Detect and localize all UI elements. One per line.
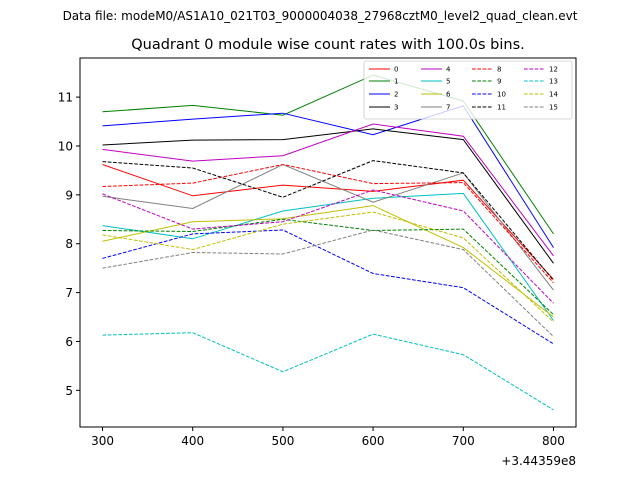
legend-label-14: 14 [549, 91, 558, 99]
legend-label-15: 15 [549, 104, 558, 112]
legend-label-3: 3 [394, 104, 398, 112]
x-tick-label: 800 [542, 434, 565, 448]
series-line-0 [102, 164, 554, 280]
legend-label-4: 4 [446, 66, 451, 74]
legend-box [363, 60, 573, 120]
legend-label-6: 6 [446, 91, 451, 99]
plot-series-group [102, 74, 554, 411]
series-line-13 [102, 332, 554, 411]
x-tick-label: 600 [362, 434, 385, 448]
legend-label-13: 13 [549, 78, 558, 86]
series-line-10 [102, 229, 554, 345]
legend-label-12: 12 [549, 66, 558, 74]
y-axis: 5 6 7 8 9 10 11 [58, 91, 80, 398]
y-tick-label: 5 [65, 384, 73, 398]
series-line-1 [102, 74, 554, 235]
y-tick-label: 10 [58, 139, 73, 153]
series-line-11 [102, 160, 554, 281]
x-tick-label: 500 [271, 434, 294, 448]
x-axis-offset-label: +3.44359e8 [501, 454, 576, 468]
legend-label-9: 9 [497, 78, 501, 86]
series-line-4 [102, 123, 554, 257]
series-line-2 [102, 105, 554, 248]
series-line-6 [102, 205, 554, 318]
legend-label-8: 8 [497, 66, 501, 74]
legend-label-11: 11 [497, 104, 506, 112]
series-line-9 [102, 218, 554, 315]
legend-label-7: 7 [446, 104, 450, 112]
series-line-12 [102, 189, 554, 304]
chart-suptitle: Data file: modeM0/AS1A10_021T03_90000040… [63, 9, 578, 23]
series-line-7 [102, 163, 554, 291]
x-tick-label: 400 [181, 434, 204, 448]
series-line-8 [102, 163, 554, 284]
y-tick-label: 11 [58, 91, 73, 105]
series-line-5 [102, 192, 554, 321]
x-tick-label: 700 [452, 434, 475, 448]
y-tick-label: 7 [65, 286, 73, 300]
axes-frame [79, 57, 577, 428]
legend-label-5: 5 [446, 78, 450, 86]
legend-label-2: 2 [394, 91, 398, 99]
y-tick-label: 6 [65, 335, 73, 349]
series-line-3 [102, 128, 554, 264]
x-axis: 300 400 500 600 700 800 [91, 427, 565, 448]
legend-label-1: 1 [394, 78, 398, 86]
series-line-15 [102, 229, 554, 337]
y-tick-label: 8 [65, 237, 73, 251]
y-tick-label: 9 [65, 188, 73, 202]
series-line-14 [102, 211, 554, 323]
chart-title: Quadrant 0 module wise count rates with … [131, 37, 525, 53]
x-tick-label: 300 [91, 434, 114, 448]
legend-label-0: 0 [394, 66, 398, 74]
legend-label-10: 10 [497, 91, 506, 99]
